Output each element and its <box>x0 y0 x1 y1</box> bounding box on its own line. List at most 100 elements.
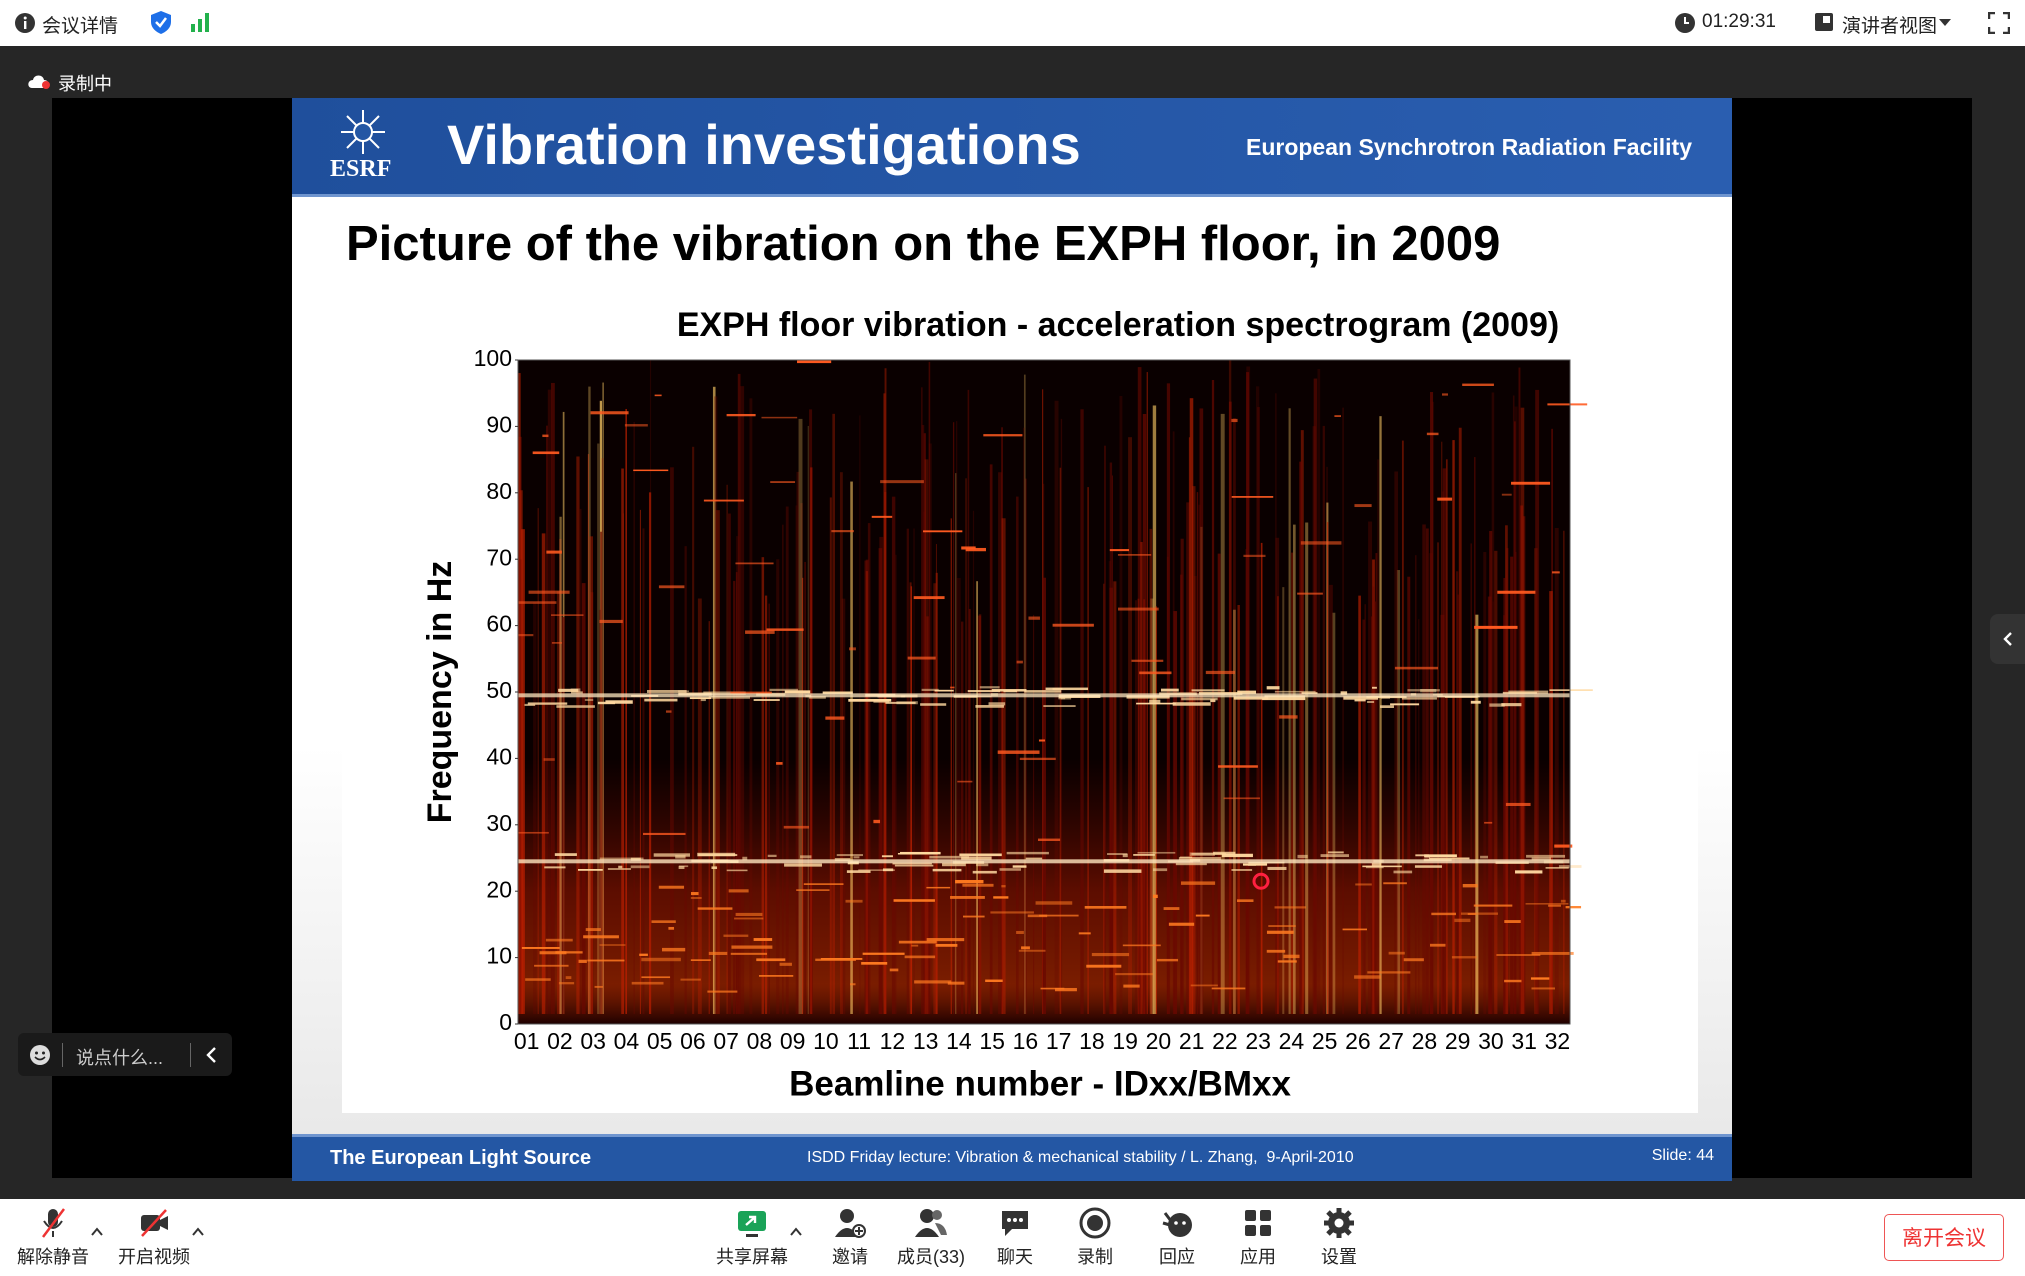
spectral-spot <box>521 947 560 949</box>
toolbar-label[interactable]: 开启视频 <box>118 1247 190 1267</box>
spectral-streak <box>884 491 887 1014</box>
x-tick-label: 29 <box>1445 1028 1471 1054</box>
spectral-spot <box>1131 659 1164 662</box>
spectral-streak <box>977 615 982 1014</box>
x-tick-label: 23 <box>1245 1028 1271 1054</box>
leave-button[interactable]: 离开会议 <box>1884 1214 2004 1261</box>
spectral-streak <box>761 557 765 1014</box>
spectral-spot <box>758 975 794 977</box>
toolbar-icon <box>1079 1207 1111 1239</box>
spectral-spot <box>871 515 893 518</box>
spectral-spot <box>1133 854 1155 856</box>
spectral-spot <box>577 869 603 871</box>
spectral-spot <box>889 968 899 972</box>
record-button[interactable]: 录制 <box>1045 1205 1145 1271</box>
spectral-streak <box>1113 581 1117 1014</box>
spectral-spot <box>950 686 955 689</box>
spectral-spot <box>1160 688 1179 692</box>
signal-icon[interactable] <box>190 12 212 32</box>
spectral-spot <box>1018 949 1046 952</box>
meeting-info[interactable]: 会议详情 <box>42 16 119 37</box>
chat-button[interactable]: 聊天 <box>965 1205 1065 1271</box>
spectral-spot <box>1152 868 1168 872</box>
chart-title: EXPH floor vibration - acceleration spec… <box>677 306 1559 344</box>
spectral-streak <box>1282 587 1285 1014</box>
spectral-spot <box>1118 607 1159 611</box>
spectral-spot <box>921 688 939 692</box>
toolbar-label[interactable]: 应用 <box>1240 1247 1276 1267</box>
spectral-spot <box>551 642 563 644</box>
side-panel-toggle[interactable] <box>1990 614 2025 664</box>
spectral-spot <box>1028 616 1040 620</box>
spectral-spot <box>1277 960 1297 963</box>
spectral-streak <box>1228 360 1232 1014</box>
emoji-icon[interactable] <box>29 1044 51 1066</box>
apps-button[interactable]: 应用 <box>1208 1205 1308 1271</box>
options-caret[interactable] <box>191 1227 205 1237</box>
arrow-icon[interactable] <box>2002 631 2014 647</box>
collapse-icon[interactable] <box>204 1046 218 1064</box>
spectral-streak <box>956 421 958 1014</box>
recording-icon <box>28 75 50 89</box>
toolbar-label[interactable]: 共享屏幕 <box>716 1247 788 1267</box>
spectral-streak <box>933 583 937 1014</box>
spectral-spot <box>767 854 777 858</box>
toolbar-label[interactable]: 聊天 <box>997 1247 1033 1267</box>
share-screen-button[interactable]: 共享屏幕 <box>702 1205 802 1271</box>
spectral-spot <box>1388 951 1405 955</box>
toolbar-label[interactable]: 解除静音 <box>17 1247 89 1267</box>
spectral-spot <box>1437 497 1453 501</box>
mute-button[interactable]: 解除静音 <box>3 1205 103 1271</box>
spectral-spot <box>1424 854 1457 858</box>
spectral-spot <box>1480 855 1489 859</box>
x-tick-label: 01 <box>514 1028 540 1054</box>
chat-input[interactable]: 说点什么... <box>18 1033 232 1076</box>
toolbar-label[interactable]: 成员(33) <box>896 1247 965 1267</box>
spectral-spot <box>961 546 976 550</box>
options-caret[interactable] <box>90 1227 104 1237</box>
video-button[interactable]: 开启视频 <box>104 1205 204 1271</box>
settings-button[interactable]: 设置 <box>1289 1205 1389 1271</box>
spectral-streak <box>923 433 926 1014</box>
dropdown-arrow[interactable] <box>1938 18 1952 28</box>
spectral-streak <box>913 528 915 1014</box>
toolbar-label[interactable]: 设置 <box>1321 1247 1357 1267</box>
spectral-spot <box>1175 863 1207 866</box>
view-icon[interactable] <box>1814 12 1834 32</box>
spectral-streak <box>1332 612 1336 1014</box>
spectral-spot <box>1213 851 1236 855</box>
options-caret[interactable] <box>789 1227 803 1237</box>
spectral-streak <box>1104 445 1106 1015</box>
view-mode[interactable]: 演讲者视图 <box>1842 16 1938 37</box>
spectral-streak <box>850 481 853 1014</box>
toolbar-icon <box>42 1208 65 1238</box>
chat-placeholder[interactable]: 说点什么... <box>76 1048 164 1068</box>
spectral-spot <box>697 907 733 910</box>
spectral-spot <box>920 703 947 706</box>
spectral-spot <box>979 686 1000 689</box>
spectral-streak <box>978 614 982 1014</box>
x-tick-label: 03 <box>580 1028 606 1054</box>
spectral-spot <box>558 982 575 985</box>
reaction-button[interactable]: 回应 <box>1127 1205 1227 1271</box>
spectral-streak <box>960 621 964 1014</box>
toolbar-icon <box>835 1209 866 1238</box>
spectral-streak <box>1196 492 1199 1015</box>
spectral-spot <box>1497 590 1536 594</box>
toolbar-label[interactable]: 录制 <box>1077 1247 1113 1267</box>
spectral-spot <box>1016 660 1023 664</box>
spectral-spot <box>997 750 1040 754</box>
divider <box>62 1043 63 1067</box>
spectral-spot <box>1515 870 1543 874</box>
toolbar-label[interactable]: 邀请 <box>832 1247 868 1267</box>
fullscreen-icon[interactable] <box>1988 12 2010 34</box>
members-button[interactable]: 成员(33) <box>881 1205 981 1271</box>
spectral-spot <box>1237 690 1257 694</box>
shield-icon[interactable] <box>150 10 172 35</box>
spectral-spot <box>1262 697 1306 701</box>
spectral-spot <box>988 702 1006 706</box>
spectral-spot <box>644 698 678 702</box>
spectral-spot <box>1268 925 1296 927</box>
invite-button[interactable]: 邀请 <box>800 1205 900 1271</box>
toolbar-label[interactable]: 回应 <box>1159 1247 1195 1267</box>
